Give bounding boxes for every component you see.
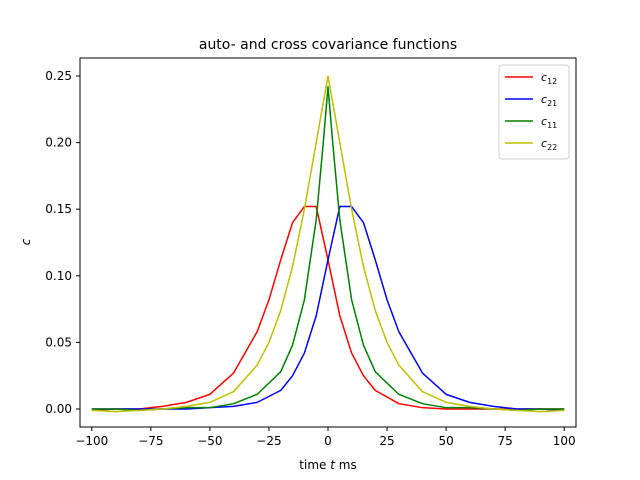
- x-axis-label-var: t: [330, 458, 336, 472]
- legend-label-c22: c22: [541, 137, 557, 152]
- legend-label-c21: c21: [541, 93, 557, 108]
- series-line-c11: [91, 85, 565, 412]
- legend-label-c11: c11: [541, 115, 557, 130]
- x-axis-label: time t ms: [299, 458, 356, 472]
- plot-area: [91, 75, 565, 413]
- y-tick-label: 0.00: [45, 402, 72, 416]
- legend-label-c12: c12: [541, 71, 557, 86]
- x-tick-label: −25: [256, 434, 281, 448]
- y-tick-label: 0.05: [45, 335, 72, 349]
- y-tick-label: 0.15: [45, 202, 72, 216]
- x-axis-label-unit: ms: [335, 458, 357, 472]
- series-line-c12: [91, 205, 565, 412]
- y-axis: 0.00 0.05 0.10 0.15 0.20 0.25: [45, 69, 80, 416]
- y-tick-label: 0.20: [45, 136, 72, 150]
- x-tick-label: −50: [197, 434, 222, 448]
- x-axis: −100 −75 −50 −25 0 25 50 75 100: [75, 427, 576, 448]
- y-tick-label: 0.25: [45, 69, 72, 83]
- chart-title: auto- and cross covariance functions: [199, 37, 457, 53]
- x-tick-label: 25: [379, 434, 394, 448]
- legend: c12 c21 c11 c22: [498, 64, 570, 160]
- x-tick-label: −100: [75, 434, 108, 448]
- y-tick-label: 0.10: [45, 269, 72, 283]
- x-tick-label: 100: [553, 434, 576, 448]
- series-line-c21: [91, 205, 565, 412]
- series-line-c22: [91, 75, 565, 413]
- x-tick-label: −75: [138, 434, 163, 448]
- y-axis-label: c: [19, 238, 33, 245]
- x-tick-label: 0: [324, 434, 332, 448]
- x-tick-label: 50: [438, 434, 453, 448]
- x-tick-label: 75: [498, 434, 513, 448]
- legend-box: [498, 64, 570, 160]
- x-axis-label-main: time: [299, 458, 330, 472]
